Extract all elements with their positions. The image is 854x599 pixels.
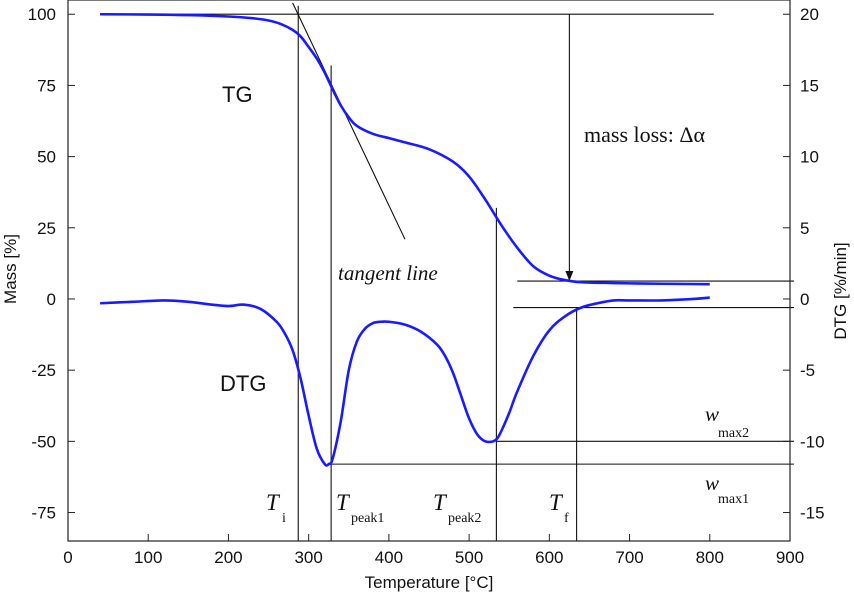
tangent-line xyxy=(292,2,406,240)
x-tick-label: 700 xyxy=(615,548,643,567)
x-tick-label: 0 xyxy=(63,548,72,567)
svg-text:max1: max1 xyxy=(718,492,749,507)
svg-text:i: i xyxy=(282,511,286,526)
y-left-tick-label: -75 xyxy=(31,504,56,523)
wmax2-label: w max2 xyxy=(705,402,749,441)
dtg-label: DTG xyxy=(220,371,266,396)
svg-text:peak2: peak2 xyxy=(448,511,481,526)
y-left-tick-label: 100 xyxy=(28,5,56,24)
tg-label: TG xyxy=(222,82,253,107)
y-axis-title-right: DTG [%/min] xyxy=(831,242,850,339)
tangent-line-label: tangent line xyxy=(338,261,438,285)
svg-text:w: w xyxy=(705,471,719,495)
x-tick-label: 300 xyxy=(294,548,322,567)
axes-layer: 0 100 200 300 400 500 600 700 800 9001007550250-2… xyxy=(28,5,825,567)
y-right-tick-label: -10 xyxy=(800,432,825,451)
wmax1-label: w max1 xyxy=(705,471,749,507)
tpeak2-label: T peak2 xyxy=(433,490,481,526)
y-right-tick-label: 10 xyxy=(800,148,819,167)
mass-loss-label: mass loss: Δα xyxy=(584,122,705,147)
ti-label: T i xyxy=(266,490,286,526)
svg-text:peak1: peak1 xyxy=(351,511,384,526)
y-right-tick-label: 0 xyxy=(800,290,809,309)
tf-label: T f xyxy=(549,490,569,526)
y-right-tick-label: -15 xyxy=(800,504,825,523)
y-left-tick-label: 0 xyxy=(47,290,56,309)
svg-text:T: T xyxy=(266,490,281,515)
y-right-tick-label: 20 xyxy=(800,5,819,24)
curves-layer xyxy=(100,12,710,467)
svg-text:T: T xyxy=(336,490,351,515)
y-right-tick-label: 15 xyxy=(800,76,819,95)
svg-text:f: f xyxy=(564,511,569,526)
svg-text:max2: max2 xyxy=(718,426,749,441)
dtg-curve xyxy=(100,296,710,467)
y-left-tick-label: 50 xyxy=(37,148,56,167)
mass-loss-arrow-head xyxy=(565,271,574,282)
y-left-tick-label: 75 xyxy=(37,76,56,95)
x-tick-label: 500 xyxy=(455,548,483,567)
tg-curve xyxy=(100,12,710,286)
plot-frame xyxy=(67,0,791,542)
annotation-lines xyxy=(100,2,795,541)
y-right-tick-label: -5 xyxy=(800,361,815,380)
y-left-tick-label: 25 xyxy=(37,219,56,238)
y-right-tick-label: 5 xyxy=(800,219,809,238)
svg-text:T: T xyxy=(549,490,564,515)
y-axis-title-left: Mass [%] xyxy=(1,234,20,304)
x-tick-label: 400 xyxy=(375,548,403,567)
x-tick-label: 200 xyxy=(214,548,242,567)
x-tick-label: 800 xyxy=(696,548,724,567)
y-left-tick-label: -25 xyxy=(31,361,56,380)
svg-text:T: T xyxy=(433,490,448,515)
x-axis-title: Temperature [°C] xyxy=(365,573,494,592)
x-tick-label: 100 xyxy=(134,548,162,567)
x-tick-label: 600 xyxy=(535,548,563,567)
y-left-tick-label: -50 xyxy=(31,432,56,451)
x-tick-label: 900 xyxy=(776,548,804,567)
svg-text:w: w xyxy=(705,402,719,426)
tpeak1-label: T peak1 xyxy=(336,490,384,526)
